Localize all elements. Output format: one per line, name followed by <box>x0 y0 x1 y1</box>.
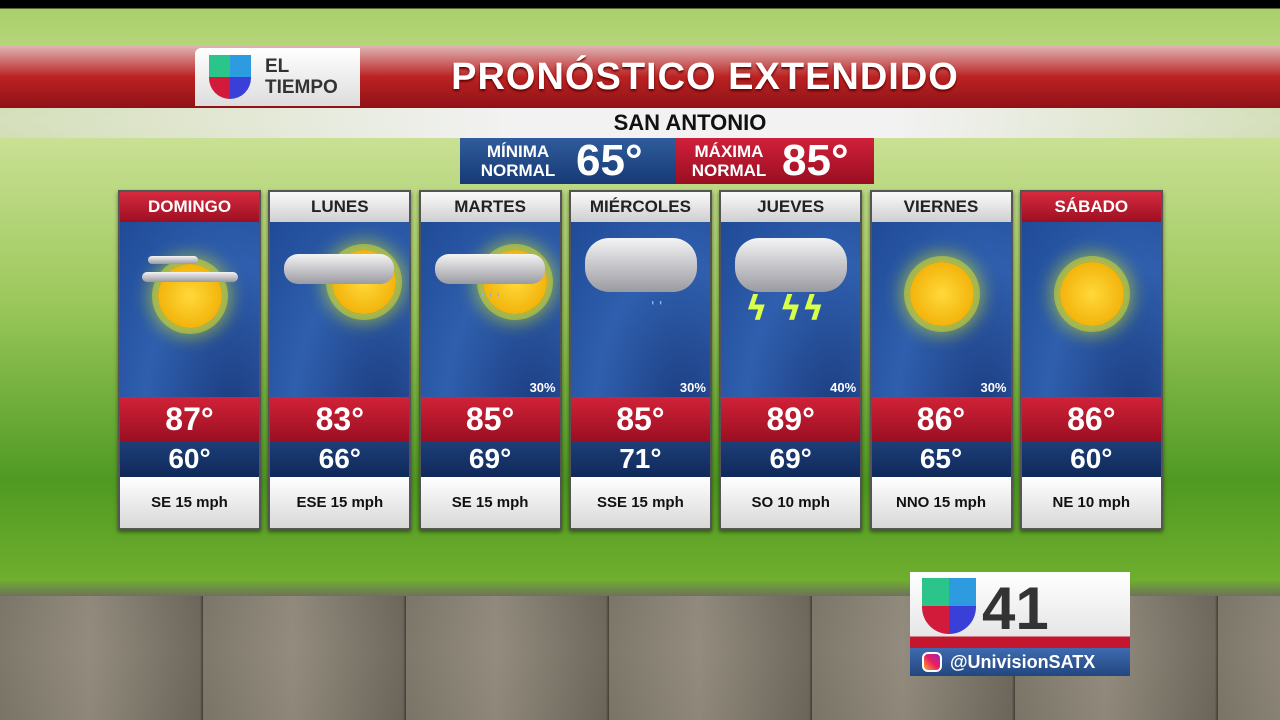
high-temp: 83° <box>270 397 410 441</box>
univision-logo-icon <box>922 578 976 634</box>
low-temp: 66° <box>270 441 410 477</box>
precip-chance: 30% <box>679 380 706 395</box>
univision-41-logo: 41 <box>910 572 1130 648</box>
cloud-icon <box>584 238 697 292</box>
rain-icon: ' ' ' <box>480 291 500 305</box>
sun-icon <box>909 262 974 326</box>
normal-max: MÁXIMA NORMAL 85° <box>676 138 874 184</box>
normal-min-value: 65° <box>576 136 643 185</box>
wind: NE 10 mph <box>1021 477 1161 528</box>
channel-number: 41 <box>982 575 1049 642</box>
day-name: LUNES <box>270 192 410 222</box>
high-temp: 87° <box>120 397 259 441</box>
wind: NNO 15 mph <box>871 477 1011 528</box>
normal-min: MÍNIMA NORMAL 65° <box>460 138 676 184</box>
cloud-icon <box>735 238 848 292</box>
city-name: SAN ANTONIO <box>613 110 767 135</box>
social-handle-bar: @UnivisionSATX <box>910 648 1130 676</box>
wind: SO 10 mph <box>721 477 861 528</box>
page-title: PRONÓSTICO EXTENDIDO <box>451 56 959 98</box>
low-temp: 60° <box>1021 441 1161 477</box>
bolt-icon: ϟ ϟϟ <box>745 289 825 329</box>
univision-logo-icon <box>209 55 251 99</box>
day-name: SÁBADO <box>1021 192 1161 222</box>
normal-max-value: 85° <box>782 136 849 185</box>
wind: SE 15 mph <box>120 477 259 528</box>
day-card-2: MARTES ' ' ' 30% 85° 69° SE 15 mph <box>418 190 562 530</box>
high-temp: 86° <box>1021 397 1161 441</box>
partly-cloudy-icon <box>270 222 410 397</box>
sun-cloud-rain-icon: ' ' ' 30% <box>420 222 560 397</box>
low-temp: 69° <box>420 441 560 477</box>
sun-icon <box>1059 262 1124 326</box>
precip-chance: 40% <box>830 380 857 395</box>
social-handle: @UnivisionSATX <box>950 652 1096 672</box>
high-temp: 85° <box>420 397 560 441</box>
precip-chance: 30% <box>980 380 1007 395</box>
cloud-rain-icon: ' ' 30% <box>570 222 710 397</box>
wind: ESE 15 mph <box>270 477 410 528</box>
cloud-icon <box>434 254 545 284</box>
day-card-5: VIERNES 30% 86° 65° NNO 15 mph <box>869 190 1013 530</box>
high-temp: 89° <box>721 397 861 441</box>
sunny-icon <box>1021 222 1161 397</box>
day-card-1: LUNES 83° 66° ESE 15 mph <box>268 190 412 530</box>
cloud-icon <box>148 256 198 264</box>
low-temp: 71° <box>570 441 710 477</box>
high-temp: 86° <box>871 397 1011 441</box>
rain-icon: ' ' <box>650 299 663 313</box>
brand-text: EL TIEMPO <box>265 56 338 98</box>
low-temp: 69° <box>721 441 861 477</box>
cloud-icon <box>284 254 395 284</box>
day-name: DOMINGO <box>120 192 259 222</box>
partly-sunny-icon <box>120 222 259 397</box>
low-temp: 65° <box>871 441 1011 477</box>
day-card-3: MIÉRCOLES ' ' 30% 85° 71° SSE 15 mph <box>568 190 712 530</box>
low-temp: 60° <box>120 441 259 477</box>
day-name: MARTES <box>420 192 560 222</box>
city-band <box>0 108 1280 138</box>
high-temp: 85° <box>570 397 710 441</box>
thunderstorm-icon: ϟ ϟϟ 40% <box>721 222 861 397</box>
day-name: VIERNES <box>871 192 1011 222</box>
sunny-icon: 30% <box>871 222 1011 397</box>
precip-chance: 30% <box>529 380 556 395</box>
normal-max-label: MÁXIMA NORMAL <box>691 142 767 180</box>
wind: SE 15 mph <box>420 477 560 528</box>
day-card-4: JUEVES ϟ ϟϟ 40% 89° 69° SO 10 mph <box>719 190 863 530</box>
day-card-6: SÁBADO 86° 60° NE 10 mph <box>1019 190 1163 530</box>
wind: SSE 15 mph <box>570 477 710 528</box>
day-card-0: DOMINGO 87° 60° SE 15 mph <box>118 190 261 530</box>
cloud-icon <box>142 272 238 282</box>
day-name: JUEVES <box>721 192 861 222</box>
instagram-icon <box>922 652 942 672</box>
day-name: MIÉRCOLES <box>570 192 710 222</box>
el-tiempo-logo: EL TIEMPO <box>195 48 360 106</box>
normal-min-label: MÍNIMA NORMAL <box>480 142 556 180</box>
